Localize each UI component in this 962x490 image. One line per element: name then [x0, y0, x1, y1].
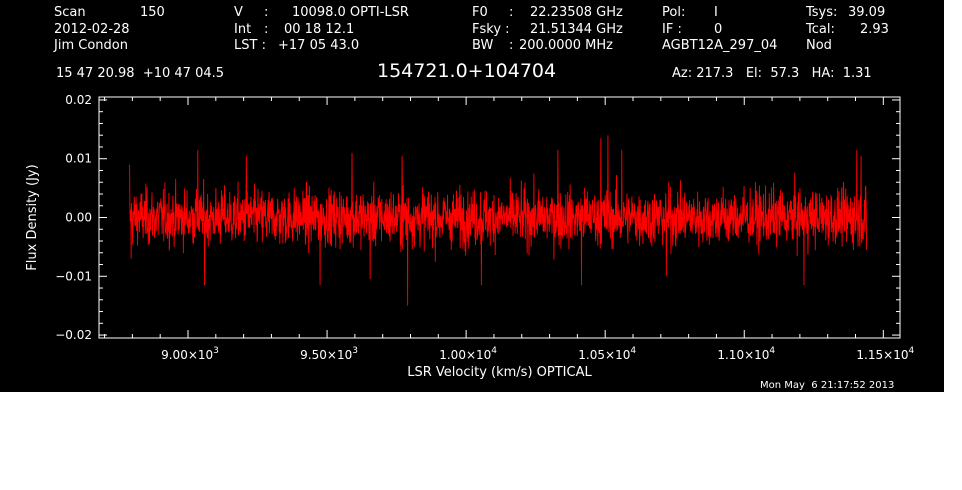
y-axis-label: Flux Density (Jy): [25, 164, 40, 270]
observer-name: Jim Condon: [54, 38, 128, 53]
rest-frequency-value: 22.23508 GHz: [530, 5, 623, 20]
scan-number: 150: [140, 5, 165, 20]
sky-frequency-value: 21.51344 GHz: [530, 22, 623, 37]
velocity-label: V: [234, 5, 243, 20]
y-tick-label: 0.00: [65, 211, 92, 225]
integration-label: Int: [234, 22, 252, 37]
integration-value: 00 18 12.1: [284, 22, 355, 37]
project-id: AGBT12A_297_04: [662, 38, 778, 53]
source-coordinates: 15 47 20.98 +10 47 04.5: [56, 66, 225, 81]
y-tick-label: −0.01: [55, 269, 92, 283]
az-el-ha-readout: Az: 217.3 El: 57.3 HA: 1.31: [672, 66, 872, 81]
tcal-label: Tcal:: [806, 22, 835, 37]
y-tick-label: 0.01: [65, 152, 92, 166]
x-tick-label: 1.00×104: [439, 346, 497, 362]
x-tick-label: 9.50×103: [300, 346, 358, 362]
axis-tick-labels: 9.00×103 9.50×103 1.00×104 1.05×104 1.10×104…: [55, 93, 914, 362]
polarization-value: I: [714, 5, 718, 20]
flux-density-chart: 9.00×103 9.50×103 1.00×104 1.05×104 1.10×104…: [25, 93, 914, 380]
velocity-value: 10098.0 OPTI-LSR: [292, 5, 409, 20]
tcal-value: 2.93: [860, 22, 889, 37]
bandwidth-value: 200.0000 MHz: [519, 38, 613, 53]
lst-label: LST :: [234, 38, 266, 53]
x-tick-label: 9.00×103: [161, 346, 219, 362]
integration-sep: :: [264, 22, 269, 37]
plot-timestamp: Mon May 6 21:17:52 2013: [760, 380, 895, 391]
bandwidth-label: BW: [472, 38, 494, 53]
tsys-label: Tsys:: [806, 5, 838, 20]
spectrum-data-layer: [129, 135, 868, 306]
observation-date: 2012-02-28: [54, 22, 130, 37]
source-name-title: 154721.0+104704: [377, 60, 557, 82]
sky-frequency-label: Fsky :: [472, 22, 510, 37]
tsys-value: 39.09: [848, 5, 886, 20]
x-tick-label: 1.05×104: [578, 346, 636, 362]
x-tick-label: 1.10×104: [717, 346, 775, 362]
spectrum-plot-panel: Scan 150 2012-02-28 Jim Condon V : 10098…: [0, 0, 944, 392]
y-tick-label: −0.02: [55, 328, 92, 342]
axis-ticks: [99, 97, 900, 338]
x-tick-label: 1.15×104: [856, 346, 914, 362]
if-value: 0: [714, 22, 723, 37]
if-label: IF :: [662, 22, 682, 37]
y-tick-label: 0.02: [65, 93, 92, 107]
procedure-name: Nod: [806, 38, 832, 53]
velocity-sep: :: [264, 5, 269, 20]
polarization-label: Pol:: [662, 5, 686, 20]
scan-label: Scan: [54, 5, 86, 20]
spectrum-trace: [129, 135, 868, 306]
rest-frequency-label: F0: [472, 5, 488, 20]
rest-frequency-sep: :: [509, 5, 514, 20]
x-axis-label: LSR Velocity (km/s) OPTICAL: [407, 365, 592, 380]
lst-value: +17 05 43.0: [278, 38, 360, 53]
bandwidth-sep: :: [509, 38, 514, 53]
